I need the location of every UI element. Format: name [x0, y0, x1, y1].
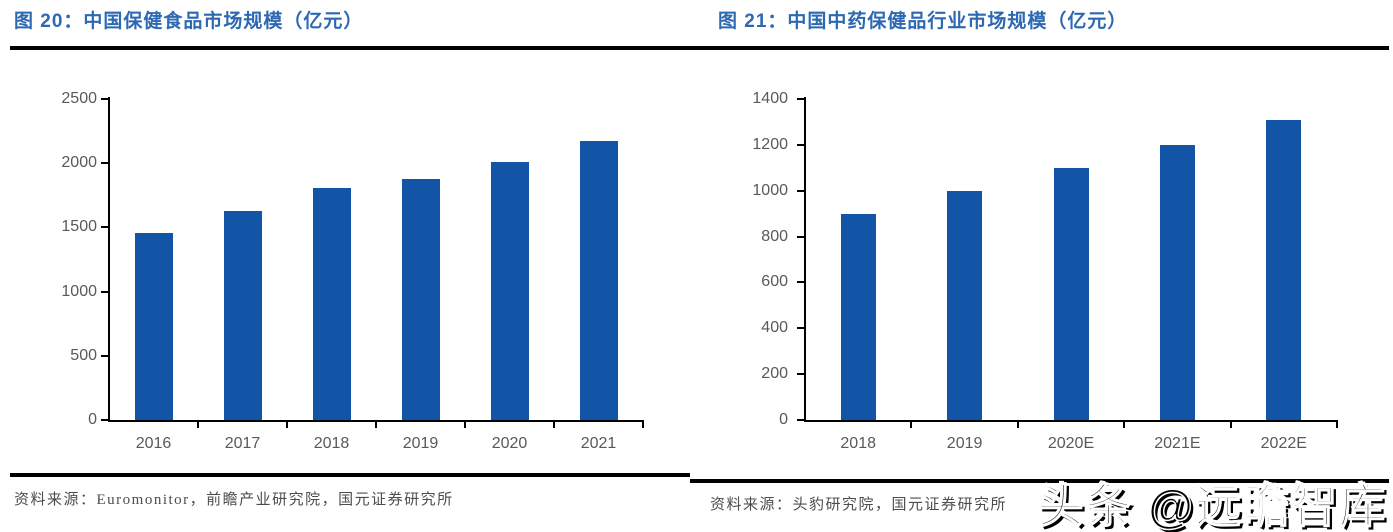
- y-axis-tick: [797, 419, 804, 421]
- y-axis-tick: [101, 290, 108, 293]
- y-axis: [108, 97, 110, 422]
- x-axis: [108, 420, 644, 422]
- x-tick-label: 2019: [946, 435, 983, 452]
- figure-21-source-line: 资料来源：头豹研究院，国元证券研究所: [710, 493, 1007, 514]
- x-tick-label: 2021E: [1154, 435, 1201, 452]
- y-axis-tick: [101, 98, 108, 100]
- figure-20-title-divider: [10, 46, 690, 50]
- x-tick-label: 2018: [840, 435, 876, 452]
- bar-2021: [579, 141, 618, 420]
- bar-2022E: [1266, 119, 1302, 420]
- bar-2018: [312, 187, 351, 420]
- figure-20-bottom-divider: [10, 473, 690, 477]
- x-axis-tick: [1123, 422, 1126, 428]
- y-axis-tick: [797, 98, 804, 100]
- bar-2017: [223, 210, 262, 420]
- x-tick-label: 2018: [313, 435, 350, 452]
- figure-21-source-label: 资料来源：: [710, 497, 793, 513]
- figure-20-source-label: 资料来源：: [14, 492, 97, 508]
- y-axis-tick: [797, 143, 804, 146]
- y-axis-tick: [797, 281, 804, 284]
- x-axis-tick: [553, 422, 555, 428]
- y-axis-tick: [797, 327, 804, 330]
- y-tick-label: 1200: [752, 135, 788, 153]
- y-axis: [804, 97, 806, 422]
- bar-2021E: [1159, 144, 1195, 420]
- y-tick-label: 2000: [61, 154, 97, 172]
- figure-21-title: 图 21：中国中药保健品行业市场规模（亿元）: [718, 11, 1128, 32]
- x-tick-label: 2020E: [1047, 435, 1095, 452]
- figure-21-source-text: 头豹研究院，国元证券研究所: [792, 497, 1008, 513]
- y-tick-label: 0: [779, 411, 788, 428]
- x-tick-label: 2020: [491, 435, 528, 452]
- y-axis-tick: [797, 189, 804, 192]
- y-axis-tick: [797, 235, 804, 238]
- bar-2020: [490, 161, 529, 420]
- bar-2018: [840, 213, 876, 420]
- x-tick-label: 2021: [580, 435, 617, 452]
- figure-20-panel: 图 20：中国保健食品市场规模（亿元） 0 500 1000 1500 2000 2500…: [0, 0, 690, 532]
- x-axis-tick: [286, 422, 288, 428]
- x-tick-label: 2016: [135, 435, 172, 452]
- x-tick-label: 2019: [402, 435, 439, 452]
- y-tick-label: 400: [761, 319, 788, 337]
- y-tick-label: 0: [88, 411, 97, 428]
- toutiao-watermark: 头条 @远瞻智库: [1037, 479, 1387, 532]
- y-tick-label: 800: [761, 227, 788, 245]
- figure-21-panel: 图 21：中国中药保健品行业市场规模（亿元） 0 200 400 600 800 1000…: [690, 0, 1393, 532]
- figure-20-source-text: Euromonitor，前瞻产业研究院，国元证券研究所: [96, 492, 454, 508]
- y-tick-label: 1500: [61, 218, 97, 236]
- figure-21-title-divider: [690, 46, 1389, 50]
- x-tick-label: 2017: [224, 435, 261, 452]
- x-axis-tick: [642, 422, 644, 428]
- y-tick-label: 200: [761, 365, 788, 383]
- x-axis-tick: [375, 422, 377, 428]
- figure-21-bottom-divider: [690, 479, 1389, 483]
- y-tick-label: 1400: [752, 90, 788, 107]
- x-axis-tick: [1016, 422, 1019, 428]
- y-axis-tick: [101, 226, 108, 229]
- y-tick-label: 1000: [752, 181, 788, 199]
- figure-21-bar-chart: 0 200 400 600 800 1000 1200 1400 2018 2019 2020E 20…: [690, 0, 1393, 532]
- figure-20-bar-chart: 0 500 1000 1500 2000 2500 2016 2017 2018 2019 2020…: [0, 0, 690, 532]
- x-axis-tick: [1336, 422, 1338, 428]
- x-axis-tick: [464, 422, 466, 428]
- figure-20-title: 图 20：中国保健食品市场规模（亿元）: [14, 11, 364, 32]
- bar-2016: [134, 233, 173, 420]
- y-tick-label: 1000: [61, 282, 97, 300]
- x-tick-label: 2022E: [1260, 435, 1307, 452]
- x-axis-tick: [197, 422, 199, 428]
- y-axis-tick: [101, 419, 108, 421]
- y-axis-tick: [101, 354, 108, 357]
- y-tick-label: 500: [70, 346, 97, 364]
- x-axis: [804, 420, 1338, 422]
- x-axis-tick: [910, 422, 913, 428]
- y-tick-label: 2500: [61, 90, 97, 107]
- x-axis-tick: [1229, 422, 1232, 428]
- y-axis-tick: [101, 162, 108, 165]
- y-tick-label: 600: [761, 273, 788, 291]
- bar-2019: [947, 190, 983, 420]
- y-axis-tick: [797, 373, 804, 376]
- figure-20-source-line: 资料来源：Euromonitor，前瞻产业研究院，国元证券研究所: [14, 488, 454, 509]
- bar-2020E: [1053, 167, 1089, 420]
- bar-2019: [401, 178, 440, 420]
